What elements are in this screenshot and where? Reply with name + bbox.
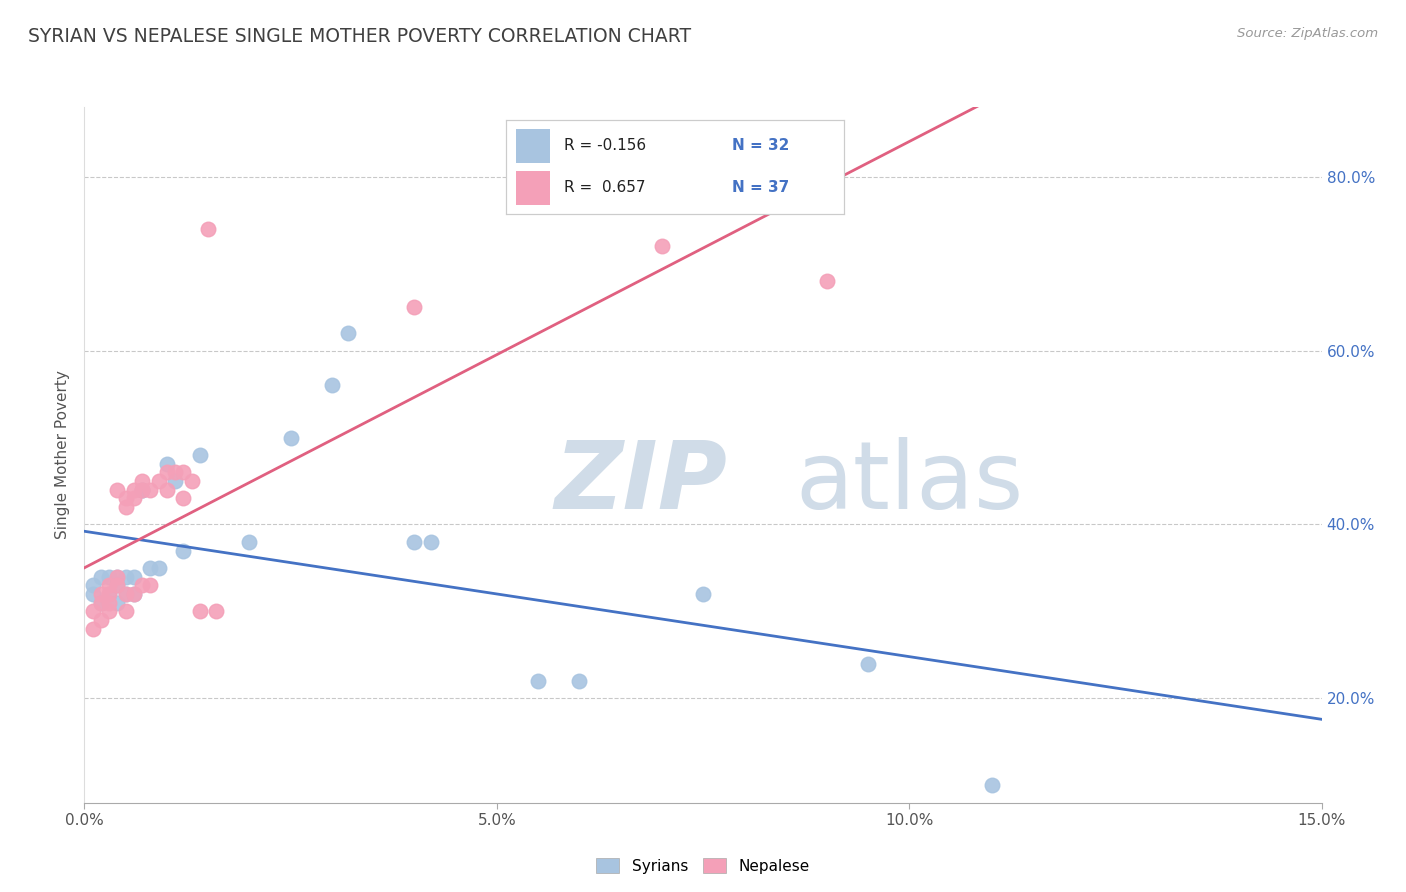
Point [122, 483, 145, 497]
Text: R =  0.657: R = 0.657 [564, 180, 645, 195]
Point [205, 605, 228, 619]
Point [105, 483, 128, 497]
Text: Source: ZipAtlas.com: Source: ZipAtlas.com [1237, 27, 1378, 40]
Point [139, 483, 162, 497]
Point [156, 466, 179, 480]
Point [131, 483, 153, 497]
Text: ZIP: ZIP [554, 437, 727, 529]
Point [98, 578, 121, 592]
Point [98, 587, 121, 601]
Point [139, 561, 162, 575]
Point [114, 587, 136, 601]
Point [568, 674, 591, 689]
Point [90, 596, 112, 610]
Point [980, 778, 1002, 792]
Point [98, 605, 121, 619]
Point [122, 587, 145, 601]
Point [337, 326, 360, 340]
Point [815, 274, 838, 288]
Point [651, 239, 673, 253]
Point [105, 570, 128, 584]
Point [165, 474, 187, 488]
Point [98, 587, 121, 601]
Point [180, 474, 202, 488]
Point [90, 596, 112, 610]
Point [114, 500, 136, 514]
Point [156, 483, 179, 497]
Point [527, 674, 550, 689]
Point [90, 570, 112, 584]
Point [98, 596, 121, 610]
Point [172, 543, 194, 558]
Point [280, 430, 302, 444]
Point [188, 448, 211, 462]
Point [131, 474, 153, 488]
Text: atlas: atlas [796, 437, 1024, 529]
Point [856, 657, 879, 671]
Point [114, 570, 136, 584]
Point [238, 534, 260, 549]
Bar [516, 128, 550, 162]
Point [139, 578, 162, 592]
Bar [516, 171, 550, 205]
Point [105, 570, 128, 584]
Text: N = 37: N = 37 [733, 180, 790, 195]
Point [404, 534, 426, 549]
Point [404, 300, 426, 314]
Point [321, 378, 343, 392]
Point [148, 474, 170, 488]
Point [82, 587, 104, 601]
Point [156, 457, 179, 471]
Point [114, 587, 136, 601]
Point [90, 587, 112, 601]
Point [165, 466, 187, 480]
Point [131, 483, 153, 497]
Point [90, 613, 112, 627]
Point [122, 570, 145, 584]
Point [82, 622, 104, 636]
Point [131, 483, 153, 497]
Point [188, 605, 211, 619]
Point [82, 605, 104, 619]
Point [692, 587, 714, 601]
Point [82, 578, 104, 592]
Point [105, 578, 128, 592]
Text: SYRIAN VS NEPALESE SINGLE MOTHER POVERTY CORRELATION CHART: SYRIAN VS NEPALESE SINGLE MOTHER POVERTY… [28, 27, 692, 45]
Point [122, 587, 145, 601]
Point [197, 222, 219, 236]
Text: R = -0.156: R = -0.156 [564, 138, 645, 153]
Point [148, 561, 170, 575]
Point [105, 578, 128, 592]
Point [98, 570, 121, 584]
Point [131, 578, 153, 592]
Text: N = 32: N = 32 [733, 138, 790, 153]
Point [172, 466, 194, 480]
Point [105, 596, 128, 610]
Point [114, 491, 136, 506]
Legend: Syrians, Nepalese: Syrians, Nepalese [591, 852, 815, 880]
Point [419, 534, 441, 549]
Y-axis label: Single Mother Poverty: Single Mother Poverty [55, 370, 70, 540]
Point [122, 491, 145, 506]
Point [114, 605, 136, 619]
Point [172, 491, 194, 506]
